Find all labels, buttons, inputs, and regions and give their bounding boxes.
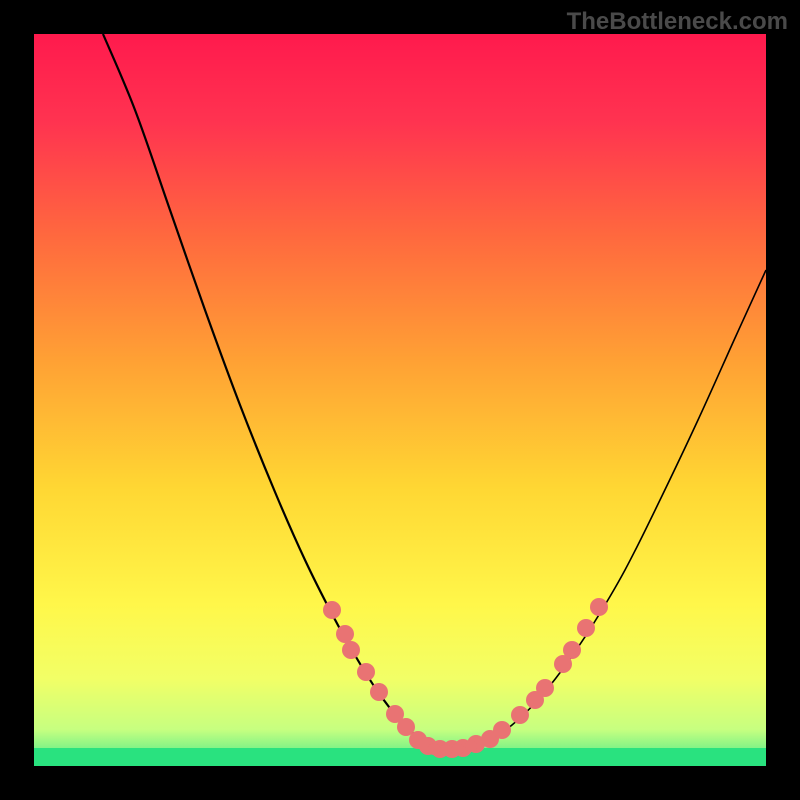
watermark-text: TheBottleneck.com [567, 8, 788, 36]
chart-frame [0, 0, 800, 800]
